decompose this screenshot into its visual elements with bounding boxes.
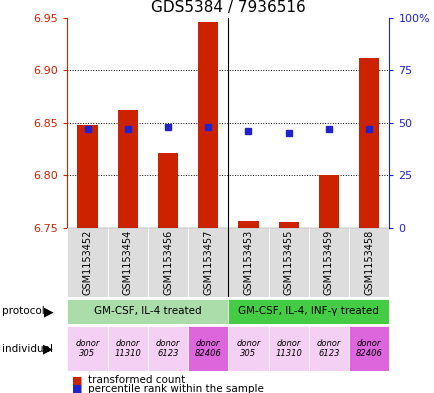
Bar	[108, 326, 148, 371]
Bar	[228, 299, 388, 324]
Bar	[118, 110, 138, 228]
Bar	[67, 299, 228, 324]
Text: ■: ■	[72, 375, 82, 386]
Bar	[67, 326, 108, 371]
Text: GM-CSF, IL-4, INF-γ treated: GM-CSF, IL-4, INF-γ treated	[238, 307, 378, 316]
Text: donor
82406: donor 82406	[355, 339, 382, 358]
Bar	[158, 153, 178, 228]
Bar	[268, 228, 308, 297]
Bar	[148, 326, 187, 371]
Text: GSM1153459: GSM1153459	[323, 230, 333, 295]
Text: GSM1153455: GSM1153455	[283, 230, 293, 295]
Bar	[268, 326, 308, 371]
Text: GSM1153457: GSM1153457	[203, 230, 213, 295]
Text: GM-CSF, IL-4 treated: GM-CSF, IL-4 treated	[94, 307, 201, 316]
Text: donor
82406: donor 82406	[194, 339, 221, 358]
Text: percentile rank within the sample: percentile rank within the sample	[88, 384, 263, 393]
Text: GSM1153453: GSM1153453	[243, 230, 253, 295]
Text: GSM1153452: GSM1153452	[82, 230, 92, 295]
Bar	[188, 326, 228, 371]
Bar	[348, 326, 388, 371]
Text: transformed count: transformed count	[88, 375, 185, 386]
Bar	[77, 125, 97, 228]
Bar	[148, 228, 187, 297]
Text: GSM1153454: GSM1153454	[122, 230, 132, 295]
Text: ■: ■	[72, 384, 82, 393]
Bar	[278, 222, 298, 228]
Text: GSM1153458: GSM1153458	[363, 230, 373, 295]
Bar	[348, 228, 388, 297]
Text: individual: individual	[2, 344, 53, 354]
Bar	[67, 228, 108, 297]
Text: donor
6123: donor 6123	[316, 339, 340, 358]
Bar	[308, 326, 349, 371]
Text: ▶: ▶	[43, 305, 53, 318]
Text: GSM1153456: GSM1153456	[163, 230, 173, 295]
Bar	[308, 228, 348, 297]
Bar	[358, 58, 378, 228]
Bar	[198, 22, 218, 228]
Bar	[228, 326, 268, 371]
Text: protocol: protocol	[2, 307, 45, 316]
Bar	[228, 228, 268, 297]
Bar	[187, 228, 228, 297]
Text: donor
6123: donor 6123	[155, 339, 180, 358]
Title: GDS5384 / 7936516: GDS5384 / 7936516	[151, 0, 305, 15]
Text: donor
305: donor 305	[75, 339, 99, 358]
Text: donor
11310: donor 11310	[275, 339, 302, 358]
Bar	[108, 228, 148, 297]
Bar	[238, 220, 258, 228]
Bar	[318, 175, 338, 228]
Text: donor
305: donor 305	[236, 339, 260, 358]
Text: ▶: ▶	[43, 342, 52, 355]
Text: donor
11310: donor 11310	[114, 339, 141, 358]
